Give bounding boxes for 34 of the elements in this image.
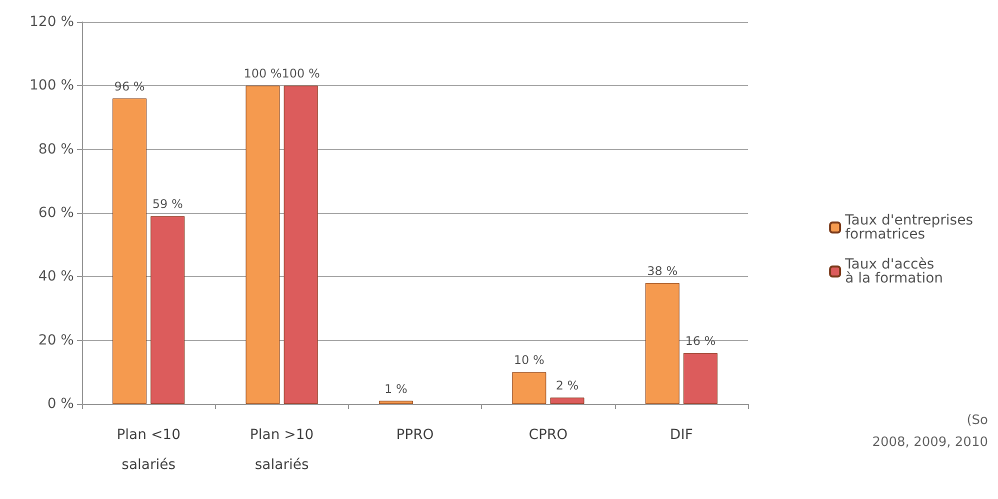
bar [112,98,147,404]
bar [284,86,318,404]
x-tick-label: CPRO [528,427,568,443]
bar [683,353,718,404]
legend-label: Taux d'accès à la formation [844,256,944,286]
text: 2008, 2009, 2010 [872,435,988,450]
data-label: 10 % [514,353,544,368]
bar [378,400,413,404]
y-tick-label: 120 % [30,14,74,30]
data-label: 59 % [152,197,183,212]
data-label: 16 % [685,334,716,348]
x-tick-label: DIF [670,427,693,443]
data-label: 2 % [556,378,579,393]
y-tick-label: 20 % [38,332,74,348]
y-tick-label: 60 % [38,205,74,221]
x-tick-label: Plan <10 salariés [116,427,180,473]
bar [512,372,546,404]
y-tick-label: 100 % [30,78,74,94]
y-tick-label: 40 % [38,268,74,285]
x-tick-label: PPRO [396,427,434,443]
data-label: 100 % [244,66,282,81]
data-label: 38 % [647,264,678,278]
text: (So [966,413,988,428]
data-label: 1 % [384,382,408,396]
bar [246,86,280,404]
bar [645,283,680,404]
bar [150,216,185,404]
y-tick-label: 0 % [47,396,74,412]
data-label: 100 % [282,66,320,81]
x-tick-label: Plan >10 salariés [250,427,314,473]
bar [550,398,584,404]
y-tick-label: 80 % [38,141,74,158]
legend-label: Taux d'entreprises formatrices [844,212,974,242]
data-label: 96 % [114,79,145,94]
